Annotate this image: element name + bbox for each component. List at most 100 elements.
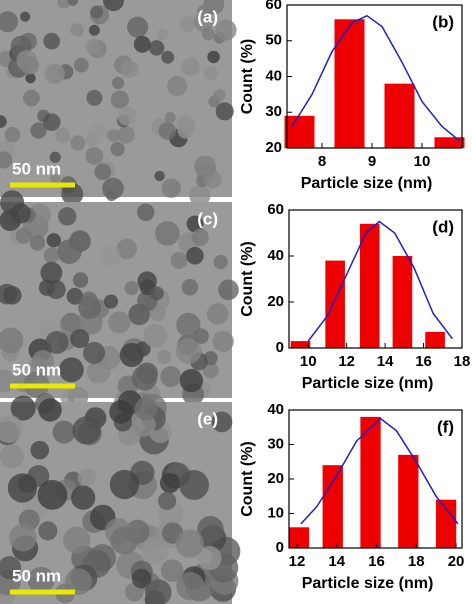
x-tick-label: 14 (328, 553, 345, 570)
particle (23, 89, 40, 107)
particle (80, 291, 98, 309)
particle (135, 341, 151, 357)
panel-label: (a) (197, 7, 218, 26)
particle (155, 221, 180, 246)
particle (37, 479, 68, 510)
particle (67, 0, 78, 6)
particle (25, 73, 36, 84)
particle (179, 16, 196, 33)
particle (108, 311, 131, 334)
particle (107, 129, 120, 142)
x-tick-label: 8 (318, 153, 326, 170)
x-axis-label: Particle size (nm) (302, 375, 434, 392)
particle (212, 330, 234, 353)
y-tick-label: 20 (265, 139, 282, 156)
particle (58, 207, 77, 226)
particle (85, 147, 104, 165)
x-axis-label: Particle size (nm) (302, 575, 434, 592)
particle (194, 155, 217, 178)
particle (133, 35, 151, 53)
particle (73, 57, 89, 73)
particle (186, 246, 204, 265)
scale-bar-label: 50 nm (12, 566, 61, 585)
x-tick-label: 10 (300, 353, 317, 370)
particle (103, 294, 119, 309)
bar (284, 115, 315, 148)
particle (0, 556, 22, 580)
y-axis-label: Count (%) (239, 39, 256, 115)
particle (27, 566, 55, 594)
y-tick-label: 20 (267, 470, 284, 487)
x-tick-label: 9 (368, 153, 376, 170)
particle (110, 526, 139, 555)
particle (7, 473, 38, 503)
y-tick-label: 0 (276, 539, 284, 556)
particle (176, 115, 195, 135)
x-tick-label: 20 (448, 553, 465, 570)
particle (202, 1, 215, 14)
particle (193, 328, 209, 344)
particle (179, 470, 209, 500)
particle (31, 350, 55, 373)
panel-label: (f) (437, 417, 454, 436)
particle (94, 163, 112, 181)
y-tick-label: 60 (265, 0, 282, 13)
y-tick-label: 10 (267, 504, 284, 521)
y-tick-label: 30 (265, 103, 282, 120)
particle (30, 122, 47, 139)
x-tick-label: 14 (377, 353, 394, 370)
bar (288, 527, 310, 548)
particle (164, 112, 176, 124)
particle (213, 254, 228, 270)
particle (160, 366, 182, 388)
particle (86, 89, 103, 106)
particle (206, 303, 229, 325)
particle (0, 327, 24, 354)
panel-label: (b) (432, 12, 454, 31)
particle (109, 469, 140, 500)
particle (49, 151, 61, 163)
x-tick-label: 10 (414, 153, 431, 170)
particle (202, 362, 219, 379)
particle (0, 115, 7, 128)
particle (148, 40, 165, 56)
y-tick-label: 50 (265, 32, 282, 49)
particle (193, 11, 214, 32)
particle (0, 444, 24, 469)
particle (167, 75, 188, 97)
y-tick-label: 60 (267, 201, 284, 218)
particle (46, 233, 61, 248)
particle (0, 151, 13, 169)
particle (58, 357, 84, 383)
particle (156, 28, 169, 41)
bar (290, 341, 311, 348)
fit-curve (300, 417, 459, 525)
particle (0, 414, 24, 444)
particle (159, 472, 181, 494)
particle (100, 246, 121, 267)
bar (392, 256, 413, 348)
particle (124, 280, 139, 296)
particle (52, 420, 76, 444)
particle (109, 400, 133, 424)
particle (161, 50, 175, 64)
fit-curve (291, 14, 460, 142)
bar (398, 454, 419, 548)
particle (131, 365, 158, 391)
particle (57, 239, 82, 264)
particle (202, 27, 215, 41)
scale-bar-label: 50 nm (12, 360, 61, 379)
particle (40, 261, 63, 284)
particle (15, 227, 32, 244)
particle (70, 329, 90, 349)
particle (186, 215, 204, 233)
particle (160, 559, 184, 582)
particle (46, 279, 66, 300)
particle (110, 90, 129, 109)
bar (384, 83, 415, 148)
particle (3, 286, 22, 305)
particle (181, 278, 199, 296)
particle (63, 526, 91, 554)
particle (66, 287, 84, 305)
particle (72, 416, 101, 445)
